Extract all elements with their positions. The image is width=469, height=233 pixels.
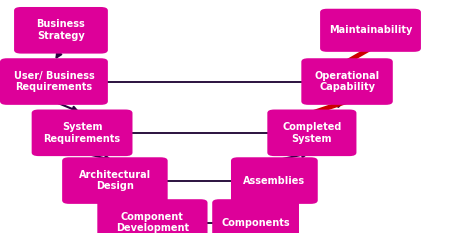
Text: Architectural
Design: Architectural Design xyxy=(79,170,151,191)
FancyBboxPatch shape xyxy=(98,199,207,233)
FancyBboxPatch shape xyxy=(0,58,108,105)
FancyBboxPatch shape xyxy=(301,58,393,105)
FancyBboxPatch shape xyxy=(14,7,108,54)
Text: Components: Components xyxy=(221,218,290,227)
FancyBboxPatch shape xyxy=(320,9,421,52)
FancyBboxPatch shape xyxy=(231,157,318,204)
Text: Business
Strategy: Business Strategy xyxy=(37,20,85,41)
Text: Maintainability: Maintainability xyxy=(329,25,412,35)
Text: Completed
System: Completed System xyxy=(282,122,341,144)
Text: Component
Development: Component Development xyxy=(116,212,189,233)
FancyBboxPatch shape xyxy=(31,110,132,156)
FancyBboxPatch shape xyxy=(212,199,299,233)
FancyBboxPatch shape xyxy=(62,157,168,204)
Text: User/ Business
Requirements: User/ Business Requirements xyxy=(14,71,94,92)
Text: System
Requirements: System Requirements xyxy=(44,122,121,144)
Text: Assemblies: Assemblies xyxy=(243,176,305,185)
FancyBboxPatch shape xyxy=(267,110,356,156)
Text: Operational
Capability: Operational Capability xyxy=(315,71,379,92)
